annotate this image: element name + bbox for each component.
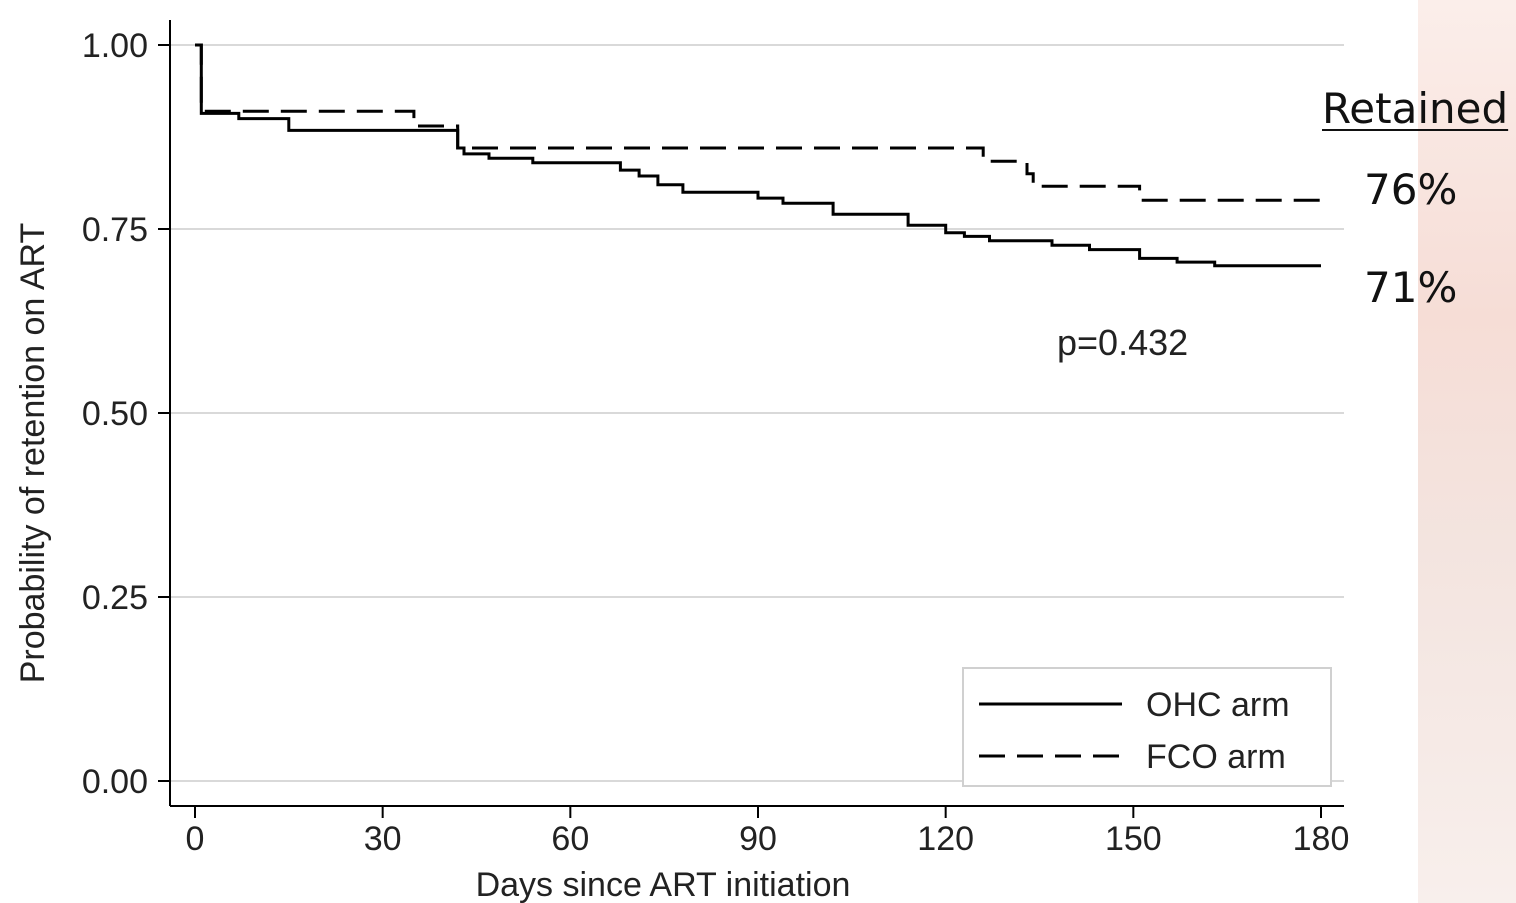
x-tick-label: 120	[917, 820, 974, 858]
annotations: p=0.432	[1057, 322, 1188, 363]
legend-label: FCO arm	[1146, 738, 1286, 776]
y-tick-label: 0.25	[82, 579, 148, 617]
x-tick-label: 30	[364, 820, 402, 858]
y-tick-label: 0.75	[82, 211, 148, 249]
legend-label: OHC arm	[1146, 686, 1290, 724]
y-tick-label: 1.00	[82, 27, 148, 65]
p-value-annotation: p=0.432	[1057, 322, 1188, 363]
retained-ohc-percent: 71%	[1364, 263, 1458, 312]
decorative-side-panel	[1418, 0, 1516, 903]
x-axis-title: Days since ART initiation	[476, 866, 851, 903]
legend-box	[962, 667, 1332, 787]
y-tick-label: 0.00	[82, 763, 148, 801]
x-tick-label: 0	[186, 820, 205, 858]
x-tick-label: 90	[739, 820, 777, 858]
series-line-ohc-arm	[195, 43, 1321, 268]
legend: OHC arm FCO arm	[962, 667, 1332, 787]
retained-header: Retained	[1322, 84, 1509, 133]
series-line-fco-arm	[195, 43, 1321, 202]
x-tick-label: 60	[551, 820, 589, 858]
axes: 0.00 0.25 0.50 0.75 1.00 0 30 60 90 120 150 180 Days…	[14, 20, 1349, 903]
y-tick-label: 0.50	[82, 395, 148, 433]
x-tick-label: 180	[1293, 820, 1350, 858]
x-tick-label: 150	[1105, 820, 1162, 858]
y-axis-title: Probability of retention on ART	[14, 223, 52, 684]
retained-fco-percent: 76%	[1364, 165, 1458, 214]
series-layer	[195, 43, 1321, 268]
